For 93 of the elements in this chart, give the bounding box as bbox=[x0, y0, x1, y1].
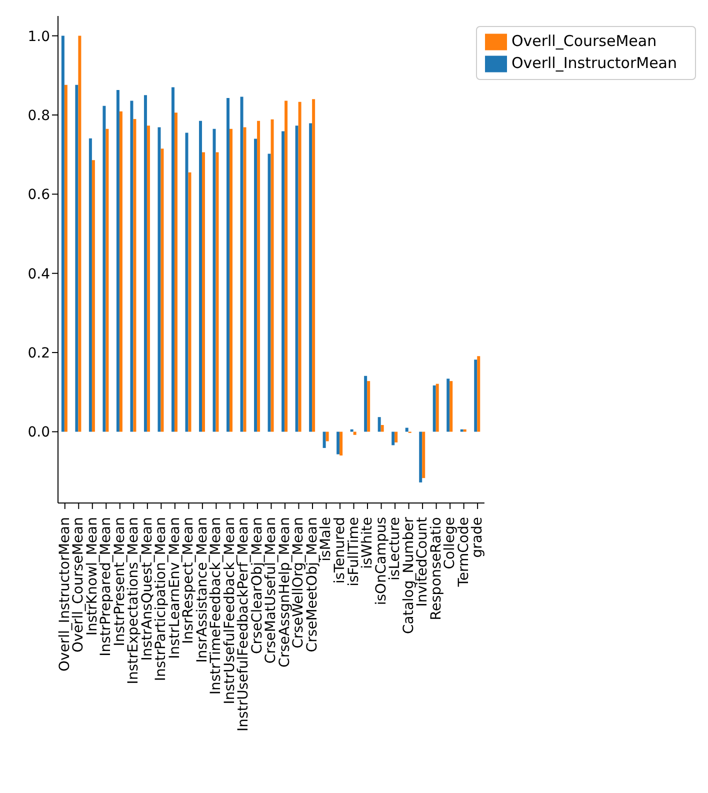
bar bbox=[364, 376, 368, 432]
bar bbox=[378, 417, 381, 432]
bar bbox=[144, 95, 147, 432]
bar bbox=[92, 160, 95, 432]
x-tick-label: InstrParticipation_Mean bbox=[153, 517, 170, 682]
bar bbox=[216, 152, 219, 432]
bar bbox=[61, 36, 64, 432]
legend-label: Overll_CourseMean bbox=[511, 32, 657, 50]
x-tick-label: isWhite bbox=[360, 517, 376, 569]
x-tick-label: Catalog_Number bbox=[400, 516, 417, 634]
bar bbox=[188, 172, 192, 432]
bar bbox=[446, 378, 450, 432]
x-tick-label: InstrUsefulFeedbackPerf_Mean bbox=[236, 517, 252, 732]
x-tick-label: isMale bbox=[318, 517, 334, 562]
bar bbox=[116, 90, 120, 432]
x-tick-label: CrseMatUseful_Mean bbox=[263, 517, 280, 664]
bar bbox=[174, 112, 178, 432]
bar bbox=[392, 432, 395, 446]
y-tick-label: 0.6 bbox=[28, 187, 50, 204]
x-tick-label: isOnCampus bbox=[373, 517, 390, 606]
bar bbox=[240, 96, 244, 432]
bar bbox=[477, 356, 480, 432]
bar bbox=[171, 87, 174, 432]
x-tick-label: InstrExpectations_Mean bbox=[126, 517, 142, 684]
bar bbox=[78, 36, 82, 432]
bar bbox=[422, 432, 426, 478]
bar bbox=[282, 131, 285, 432]
bar bbox=[106, 128, 109, 432]
bar bbox=[340, 432, 343, 456]
bar bbox=[270, 119, 274, 432]
legend-label: Overll_InstructorMean bbox=[511, 54, 677, 72]
bar bbox=[102, 106, 106, 432]
bar bbox=[436, 384, 439, 432]
x-tick-label: TermCode bbox=[456, 517, 472, 588]
y-tick-label: 0.4 bbox=[28, 266, 50, 282]
y-tick-label: 1.0 bbox=[28, 28, 50, 45]
bar bbox=[353, 432, 356, 435]
bar bbox=[202, 152, 205, 432]
bar bbox=[326, 432, 329, 442]
x-tick-label: InstrPrepared_Mean bbox=[98, 517, 114, 656]
x-tick-label: CrseAssgnHelp_Mean bbox=[276, 517, 293, 668]
bar bbox=[254, 138, 258, 432]
bar bbox=[119, 111, 122, 432]
bar bbox=[295, 126, 298, 432]
y-tick-label: 0.8 bbox=[28, 108, 50, 124]
bar bbox=[312, 99, 316, 432]
bar bbox=[380, 425, 384, 432]
bar bbox=[133, 118, 136, 432]
bar bbox=[309, 123, 312, 432]
bar bbox=[146, 126, 150, 432]
bar bbox=[394, 432, 398, 442]
bar bbox=[268, 154, 271, 432]
bar bbox=[199, 120, 202, 432]
bar bbox=[450, 381, 453, 432]
bar bbox=[230, 128, 233, 432]
x-tick-label: isLecture bbox=[387, 517, 404, 580]
x-tick-label: isFullTime bbox=[346, 517, 362, 586]
bar bbox=[158, 127, 161, 432]
x-tick-label: grade bbox=[470, 517, 486, 558]
bar bbox=[298, 102, 302, 432]
bar bbox=[284, 100, 288, 432]
y-tick-label: 0.0 bbox=[28, 424, 50, 441]
bar bbox=[243, 127, 246, 432]
bar bbox=[212, 128, 216, 432]
bar bbox=[130, 100, 134, 432]
bar bbox=[226, 98, 230, 432]
x-tick-label: InstrUsefulFeedback_Mean bbox=[222, 517, 238, 704]
bar bbox=[88, 138, 92, 432]
x-tick-label: ResponseRatio bbox=[428, 517, 444, 620]
x-tick-label: CrseMeetObj_Mean bbox=[304, 517, 320, 652]
bar bbox=[322, 432, 326, 448]
bar bbox=[75, 84, 78, 432]
x-tick-label: InsrRespect_Mean bbox=[180, 517, 197, 644]
bar bbox=[185, 132, 188, 432]
x-tick-label: CrseClearObj_Mean bbox=[249, 517, 266, 654]
x-tick-label: InstrKnowl_Mean bbox=[84, 517, 100, 636]
x-tick-label: InstrTimeFeedback_Mean bbox=[208, 517, 224, 695]
x-tick-label: Overll_CourseMean bbox=[70, 517, 87, 652]
bar bbox=[257, 120, 260, 432]
x-tick-label: isTenured bbox=[332, 517, 348, 584]
x-tick-label: CrseWellOrg_Mean bbox=[290, 517, 307, 648]
x-tick-label: College bbox=[442, 517, 458, 570]
bar bbox=[432, 385, 436, 432]
y-tick-label: 0.2 bbox=[28, 346, 50, 362]
bar bbox=[160, 148, 164, 432]
bar bbox=[367, 381, 370, 432]
x-tick-label: Overll_InstructorMean bbox=[56, 517, 73, 672]
bar bbox=[419, 432, 422, 482]
bar bbox=[64, 84, 68, 432]
x-tick-label: InvitedCount bbox=[414, 516, 431, 607]
x-tick-label: InsrAssistance_Mean bbox=[194, 517, 210, 663]
bar bbox=[336, 432, 340, 454]
bar bbox=[474, 360, 478, 432]
